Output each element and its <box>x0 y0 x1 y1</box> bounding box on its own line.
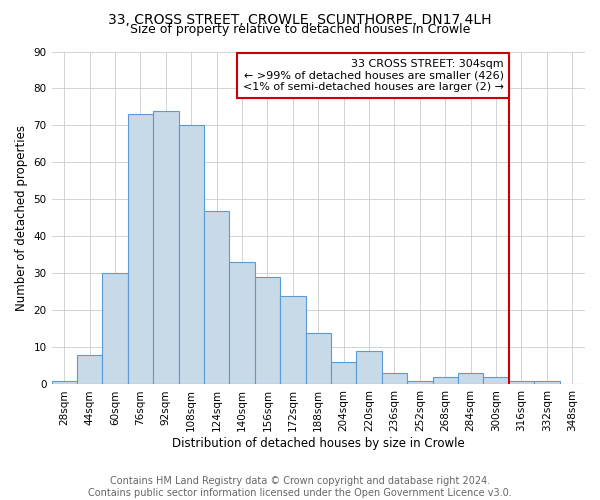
Bar <box>280 296 305 384</box>
Bar <box>331 362 356 384</box>
Bar <box>52 381 77 384</box>
Bar <box>128 114 153 384</box>
Bar <box>255 277 280 384</box>
Bar <box>458 374 484 384</box>
Text: 33 CROSS STREET: 304sqm
← >99% of detached houses are smaller (426)
<1% of semi-: 33 CROSS STREET: 304sqm ← >99% of detach… <box>243 59 504 92</box>
Text: 33, CROSS STREET, CROWLE, SCUNTHORPE, DN17 4LH: 33, CROSS STREET, CROWLE, SCUNTHORPE, DN… <box>108 12 492 26</box>
X-axis label: Distribution of detached houses by size in Crowle: Distribution of detached houses by size … <box>172 437 464 450</box>
Bar <box>103 274 128 384</box>
Bar <box>484 377 509 384</box>
Bar <box>77 355 103 384</box>
Bar <box>356 351 382 384</box>
Text: Contains HM Land Registry data © Crown copyright and database right 2024.
Contai: Contains HM Land Registry data © Crown c… <box>88 476 512 498</box>
Bar <box>229 262 255 384</box>
Bar <box>179 126 204 384</box>
Bar <box>382 374 407 384</box>
Bar <box>534 381 560 384</box>
Bar <box>204 210 229 384</box>
Y-axis label: Number of detached properties: Number of detached properties <box>15 125 28 311</box>
Bar <box>509 381 534 384</box>
Text: Size of property relative to detached houses in Crowle: Size of property relative to detached ho… <box>130 22 470 36</box>
Bar <box>433 377 458 384</box>
Bar <box>305 332 331 384</box>
Bar <box>407 381 433 384</box>
Bar <box>153 110 179 384</box>
